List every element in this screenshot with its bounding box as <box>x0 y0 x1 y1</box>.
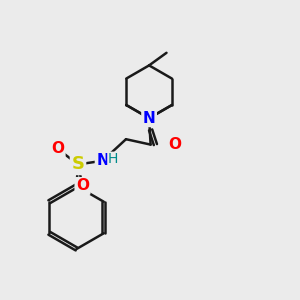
Text: O: O <box>169 137 182 152</box>
Text: N: N <box>143 111 155 126</box>
Text: O: O <box>76 178 89 194</box>
Text: O: O <box>51 141 64 156</box>
Text: N: N <box>96 153 109 168</box>
Text: S: S <box>71 155 85 173</box>
Text: H: H <box>108 152 118 166</box>
